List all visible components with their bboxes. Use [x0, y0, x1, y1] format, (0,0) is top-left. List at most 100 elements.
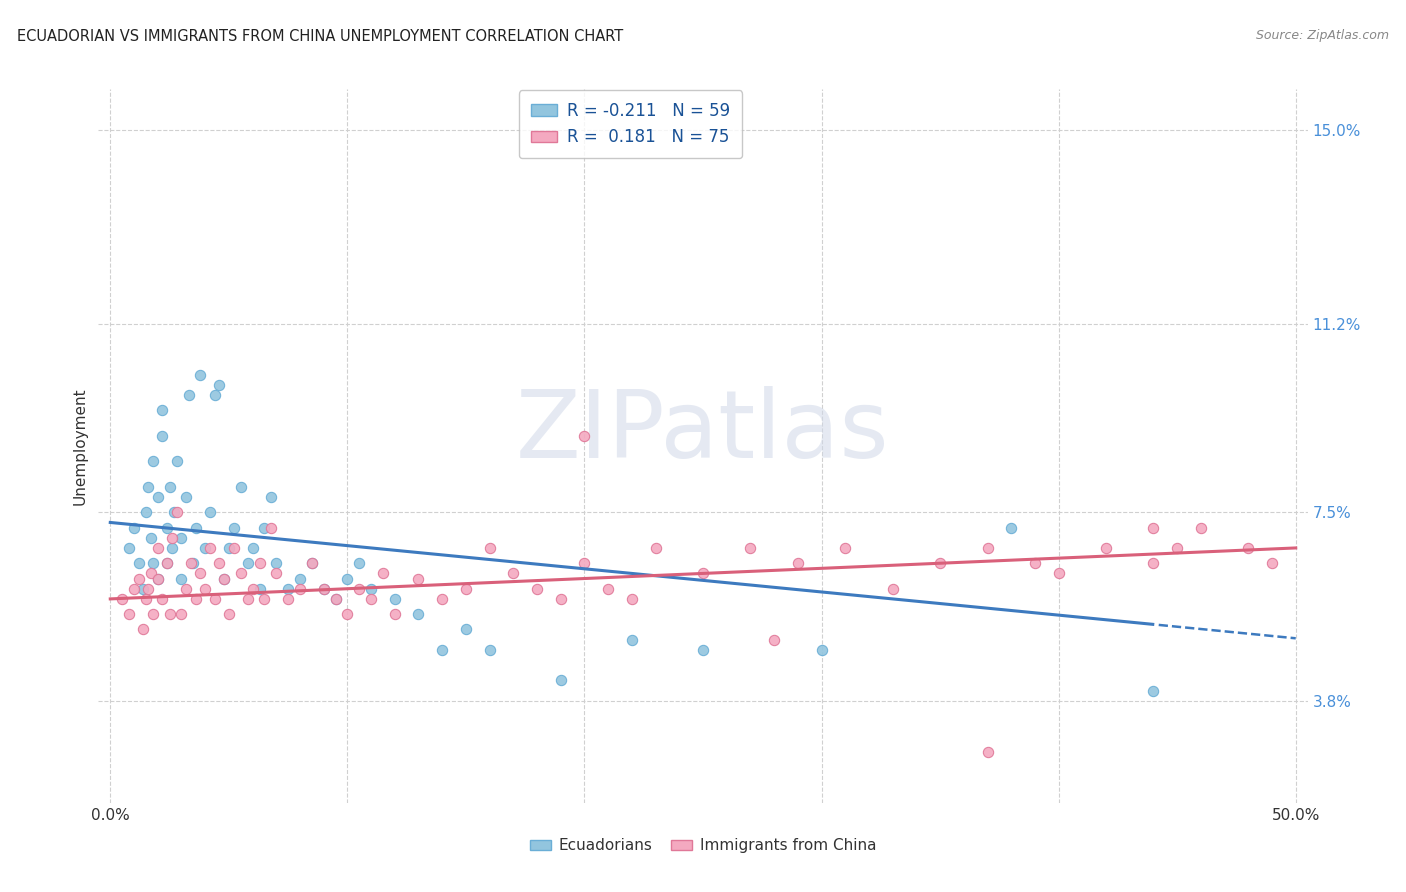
Point	[166, 454, 188, 468]
Point	[249, 582, 271, 596]
Point	[180, 556, 202, 570]
Point	[288, 572, 311, 586]
Point	[502, 566, 524, 581]
Point	[1166, 541, 1188, 555]
Point	[122, 582, 145, 596]
Point	[264, 566, 287, 581]
Point	[218, 607, 240, 622]
Point	[218, 541, 240, 555]
Point	[347, 556, 370, 570]
Point	[184, 591, 207, 606]
Point	[132, 582, 155, 596]
Point	[142, 454, 165, 468]
Point	[810, 643, 832, 657]
Point	[454, 582, 477, 596]
Point	[360, 591, 382, 606]
Point	[834, 541, 856, 555]
Point	[253, 520, 276, 534]
Point	[1142, 556, 1164, 570]
Point	[312, 582, 335, 596]
Point	[644, 541, 666, 555]
Point	[598, 582, 620, 596]
Point	[152, 403, 174, 417]
Point	[135, 505, 157, 519]
Point	[156, 556, 179, 570]
Point	[763, 632, 786, 647]
Point	[177, 388, 200, 402]
Point	[312, 582, 335, 596]
Point	[786, 556, 808, 570]
Point	[118, 541, 141, 555]
Point	[882, 582, 904, 596]
Point	[478, 643, 501, 657]
Point	[976, 541, 998, 555]
Point	[1261, 556, 1284, 570]
Point	[163, 505, 186, 519]
Point	[620, 591, 643, 606]
Point	[574, 429, 596, 443]
Point	[550, 591, 572, 606]
Point	[118, 607, 141, 622]
Point	[152, 591, 174, 606]
Point	[1047, 566, 1070, 581]
Y-axis label: Unemployment: Unemployment	[72, 387, 87, 505]
Point	[325, 591, 347, 606]
Point	[408, 607, 430, 622]
Point	[222, 520, 245, 534]
Point	[198, 541, 221, 555]
Point	[336, 572, 359, 586]
Point	[128, 556, 150, 570]
Point	[526, 582, 548, 596]
Point	[236, 591, 259, 606]
Point	[478, 541, 501, 555]
Point	[260, 520, 283, 534]
Point	[242, 582, 264, 596]
Point	[181, 556, 204, 570]
Point	[1237, 541, 1260, 555]
Point	[260, 490, 283, 504]
Point	[132, 623, 155, 637]
Point	[170, 531, 193, 545]
Point	[1095, 541, 1118, 555]
Point	[347, 582, 370, 596]
Point	[146, 490, 169, 504]
Point	[159, 607, 181, 622]
Point	[229, 566, 252, 581]
Point	[249, 556, 271, 570]
Point	[160, 531, 183, 545]
Point	[136, 582, 159, 596]
Point	[198, 505, 221, 519]
Point	[1000, 520, 1022, 534]
Point	[142, 607, 165, 622]
Point	[166, 505, 188, 519]
Point	[229, 480, 252, 494]
Point	[384, 607, 406, 622]
Point	[222, 541, 245, 555]
Point	[142, 556, 165, 570]
Legend: Ecuadorians, Immigrants from China: Ecuadorians, Immigrants from China	[523, 832, 883, 859]
Point	[194, 582, 217, 596]
Point	[1189, 520, 1212, 534]
Point	[253, 591, 276, 606]
Point	[408, 572, 430, 586]
Point	[1142, 683, 1164, 698]
Point	[190, 368, 212, 382]
Point	[135, 591, 157, 606]
Point	[432, 591, 454, 606]
Point	[146, 572, 169, 586]
Point	[301, 556, 323, 570]
Point	[574, 556, 596, 570]
Point	[1024, 556, 1046, 570]
Point	[976, 745, 998, 759]
Point	[1142, 520, 1164, 534]
Point	[692, 643, 714, 657]
Point	[236, 556, 259, 570]
Point	[146, 572, 169, 586]
Point	[139, 566, 162, 581]
Point	[122, 520, 145, 534]
Point	[146, 541, 169, 555]
Point	[208, 556, 231, 570]
Point	[288, 582, 311, 596]
Point	[204, 591, 226, 606]
Point	[208, 377, 231, 392]
